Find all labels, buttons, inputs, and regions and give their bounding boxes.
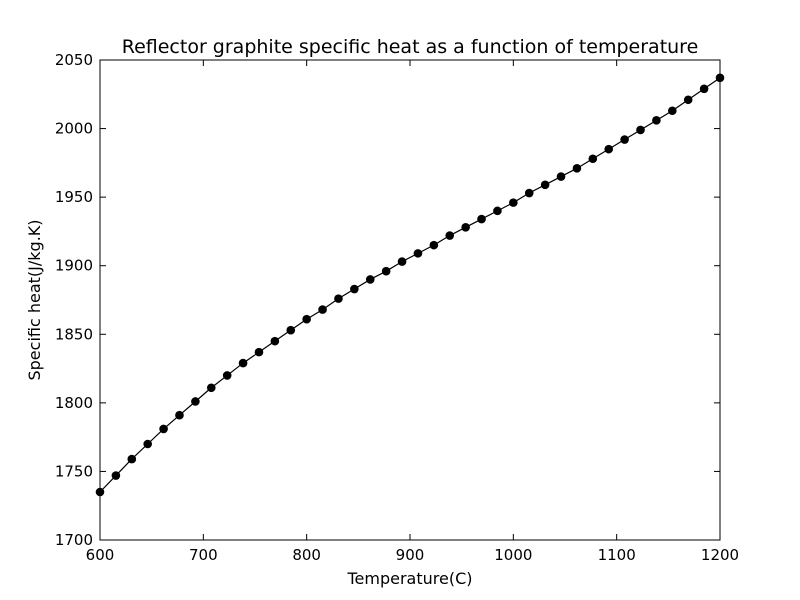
data-point (668, 106, 677, 116)
data-point (238, 358, 248, 368)
data-point (477, 214, 486, 224)
series-layer (95, 73, 725, 497)
y-tick-label: 1750 (55, 462, 93, 480)
x-tick-label: 1100 (598, 546, 636, 564)
data-point (159, 424, 168, 434)
data-point (556, 172, 566, 181)
data-point (95, 487, 105, 497)
x-tick-label: 600 (86, 546, 115, 564)
plot-frame (99, 59, 721, 541)
data-point (620, 135, 629, 144)
data-point (365, 275, 375, 284)
data-point (509, 198, 518, 207)
data-point (175, 410, 184, 420)
data-point (318, 305, 327, 314)
data-point (604, 144, 614, 154)
data-point (588, 154, 598, 164)
data-point (270, 336, 280, 346)
x-axis: 600 700 800 900 1000 1100 1200 (86, 60, 739, 564)
y-tick-label: 1850 (55, 325, 93, 343)
data-point (381, 266, 391, 276)
data-point (111, 471, 121, 480)
data-point (652, 116, 661, 125)
y-tick-label: 1950 (55, 188, 93, 206)
y-axis-label: Specific heat(J/kg.K) (25, 219, 44, 380)
x-axis-label: Temperature(C) (346, 569, 472, 588)
data-point (350, 284, 359, 294)
data-point (191, 397, 200, 406)
data-point (302, 314, 311, 324)
y-tick-label: 2000 (55, 120, 93, 138)
data-point (540, 180, 550, 190)
data-point (493, 206, 502, 216)
x-tick-label: 800 (292, 546, 321, 564)
data-point (206, 383, 216, 393)
data-point (413, 249, 423, 258)
data-point (572, 164, 582, 173)
data-point (461, 223, 470, 232)
data-point (286, 325, 296, 335)
plot-area (99, 59, 721, 541)
data-point (699, 84, 709, 94)
series-line (99, 77, 721, 493)
y-axis: 1700 1750 1800 1850 1900 1950 2000 2050 (55, 51, 720, 549)
data-point (127, 454, 137, 464)
data-point (397, 257, 407, 266)
data-point (254, 347, 264, 357)
y-tick-label: 2050 (55, 51, 93, 69)
y-tick-label: 1800 (55, 394, 93, 412)
y-tick-label: 1700 (55, 531, 93, 549)
chart-title: Reflector graphite specific heat as a fu… (122, 36, 699, 58)
data-point (445, 231, 455, 240)
data-point (636, 125, 645, 135)
data-point (524, 188, 534, 198)
x-tick-label: 1200 (701, 546, 739, 564)
data-point (143, 439, 152, 449)
x-tick-label: 700 (189, 546, 218, 564)
data-point (683, 95, 693, 105)
data-point (222, 371, 232, 380)
x-tick-label: 900 (396, 546, 425, 564)
data-point (429, 240, 439, 250)
y-tick-label: 1900 (55, 257, 93, 275)
data-point (334, 294, 343, 303)
data-point (715, 73, 725, 83)
x-tick-label: 1000 (494, 546, 532, 564)
